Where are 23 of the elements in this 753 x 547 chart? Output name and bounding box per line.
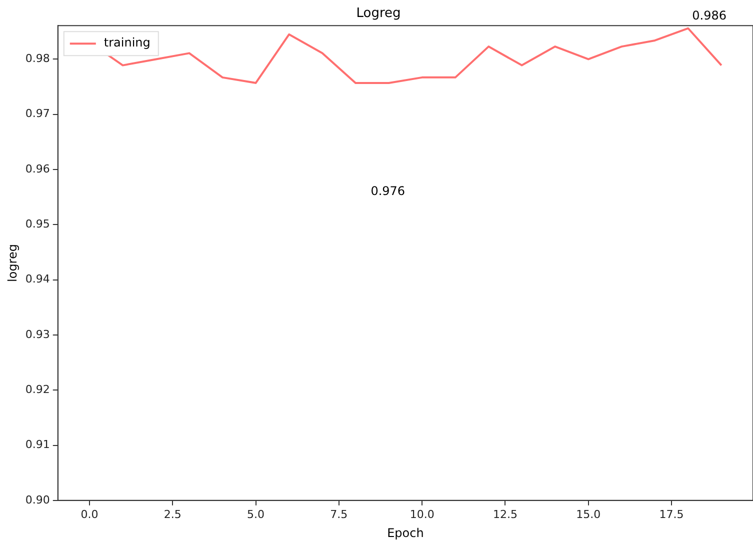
x-tick-label: 15.0: [576, 508, 601, 521]
y-tick-label: 0.95: [25, 218, 50, 231]
y-tick-label: 0.98: [25, 52, 50, 66]
y-tick-label: 0.92: [25, 382, 50, 396]
x-tick-label: 17.5: [659, 508, 684, 521]
x-tick-label: 10.0: [410, 508, 434, 521]
annotation: 0.986: [692, 8, 727, 22]
x-tick-label: 12.5: [492, 508, 518, 521]
y-axis-title: logreg: [5, 244, 20, 282]
y-tick-label: 0.96: [25, 162, 50, 176]
y-tick-label: 0.93: [25, 328, 50, 341]
y-tick-label: 0.90: [25, 493, 50, 506]
y-tick-label: 0.94: [25, 272, 50, 286]
y-tick-label: 0.97: [25, 107, 50, 120]
x-tick-label: 5.0: [247, 508, 265, 521]
chart-title: Logreg: [356, 6, 401, 22]
x-tick-label: 7.5: [330, 508, 348, 521]
x-tick-label: 2.5: [164, 508, 182, 521]
x-tick-label: 0.0: [80, 508, 98, 521]
y-tick-label: 0.91: [25, 438, 50, 452]
x-axis-title: Epoch: [387, 526, 424, 540]
annotation: 0.976: [370, 184, 406, 198]
legend-label: training: [104, 36, 150, 50]
